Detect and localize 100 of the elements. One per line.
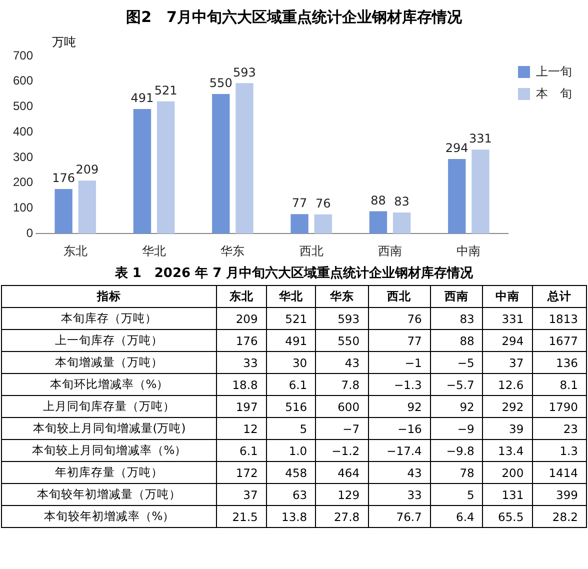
text: 331 bbox=[502, 312, 524, 326]
category-label: 上一旬库存（万吨） bbox=[55, 333, 164, 347]
text: 176 bbox=[236, 334, 258, 348]
category-label: 总计 bbox=[532, 286, 586, 308]
text: 292 bbox=[502, 400, 524, 414]
text: 表 1 2026 年 7 月中旬六大区域重点统计企业钢材库存情况 bbox=[114, 264, 474, 282]
text: 1.3 bbox=[560, 444, 578, 458]
data-label: 83 bbox=[394, 194, 410, 209]
data-label: 491 bbox=[130, 91, 154, 106]
text: 6.1 bbox=[240, 444, 258, 458]
text: 172 bbox=[236, 466, 258, 480]
text: −7 bbox=[342, 422, 360, 436]
text: 1677 bbox=[548, 334, 578, 348]
category-label: 本旬环比增减率（%） bbox=[50, 377, 169, 391]
category-label: 西北 bbox=[368, 286, 430, 308]
legend-label: 本 旬 bbox=[536, 86, 572, 100]
text: 399 bbox=[556, 488, 578, 502]
text: 1813 bbox=[548, 312, 578, 326]
text: −1.2 bbox=[332, 444, 360, 458]
text: 6.4 bbox=[456, 510, 474, 524]
text: −5.7 bbox=[446, 378, 474, 392]
text: 39 bbox=[509, 422, 524, 436]
y-axis-title: 万吨 bbox=[52, 34, 76, 51]
category-label: 本旬库存（万吨） bbox=[61, 311, 158, 325]
category-label: 西南 bbox=[430, 286, 483, 308]
text: 200 bbox=[502, 466, 524, 480]
bar bbox=[78, 180, 96, 234]
x-tick-label: 东北 bbox=[63, 244, 88, 258]
text: 63 bbox=[292, 488, 308, 502]
y-tick-label: 600 bbox=[12, 74, 34, 88]
x-tick-label: 华东 bbox=[220, 244, 245, 258]
text: 13.8 bbox=[282, 510, 308, 524]
bar bbox=[212, 94, 230, 234]
text: 1790 bbox=[548, 400, 578, 414]
text: 27.8 bbox=[334, 510, 360, 524]
bar bbox=[133, 109, 152, 234]
bar bbox=[156, 101, 175, 234]
text: 37 bbox=[243, 488, 258, 502]
bar bbox=[392, 212, 411, 234]
text: −16 bbox=[398, 422, 422, 436]
text: 5 bbox=[467, 488, 474, 502]
data-label: 76 bbox=[316, 196, 331, 210]
data-label: 176 bbox=[52, 171, 76, 186]
x-tick-label: 西南 bbox=[378, 244, 402, 258]
y-tick-label: 0 bbox=[26, 226, 34, 240]
text: 136 bbox=[556, 356, 578, 370]
category-label: 本旬较上月同旬增减量(万吨) bbox=[32, 421, 186, 435]
text: −9.8 bbox=[446, 444, 474, 458]
text: 92 bbox=[460, 400, 474, 414]
text: 458 bbox=[285, 466, 308, 480]
text: 33 bbox=[407, 488, 422, 502]
category-label: 本旬较年初增减量（万吨） bbox=[37, 487, 182, 501]
category-label: 年初库存量（万吨） bbox=[55, 465, 164, 479]
text: 209 bbox=[236, 312, 258, 326]
text: 78 bbox=[460, 466, 474, 480]
text: 30 bbox=[292, 356, 308, 370]
text: 88 bbox=[460, 334, 474, 348]
bar bbox=[54, 188, 72, 234]
bar bbox=[236, 83, 254, 234]
text: 1.0 bbox=[288, 444, 308, 458]
y-tick-label: 700 bbox=[12, 48, 34, 62]
text: 65.5 bbox=[498, 510, 524, 524]
category-label: 华北 bbox=[266, 286, 316, 308]
data-label: 550 bbox=[209, 76, 232, 90]
category-label: 中南 bbox=[482, 286, 532, 308]
text: 7.8 bbox=[341, 378, 360, 392]
x-tick-label: 西北 bbox=[299, 244, 324, 258]
category-label: 华东 bbox=[316, 286, 368, 308]
text: 12.6 bbox=[498, 378, 524, 392]
text: 76 bbox=[407, 312, 422, 326]
text: 77 bbox=[407, 334, 422, 348]
data-label: 331 bbox=[469, 132, 492, 146]
data-label: 593 bbox=[233, 65, 256, 80]
data-label: 294 bbox=[445, 141, 468, 156]
category-label: 本旬增减量（万吨） bbox=[55, 355, 164, 369]
text: −1.3 bbox=[394, 378, 422, 392]
data-label: 521 bbox=[154, 84, 178, 98]
category-label: 东北 bbox=[216, 286, 266, 308]
text: 5 bbox=[300, 422, 308, 436]
data-label: 88 bbox=[370, 193, 386, 208]
x-tick-label: 华北 bbox=[142, 244, 166, 258]
category-label: 本旬较年初增减率（%） bbox=[44, 509, 175, 523]
y-tick-label: 500 bbox=[12, 99, 34, 114]
text: 593 bbox=[338, 312, 360, 326]
text: 8.1 bbox=[560, 378, 578, 392]
bar bbox=[369, 211, 388, 234]
bar bbox=[290, 214, 308, 234]
text: 23 bbox=[563, 422, 578, 436]
text: 491 bbox=[285, 334, 308, 348]
text: 131 bbox=[502, 488, 524, 502]
text: 33 bbox=[243, 356, 258, 370]
text: 464 bbox=[338, 466, 360, 480]
text: 76.7 bbox=[396, 510, 422, 524]
text: 43 bbox=[344, 356, 360, 370]
text: 43 bbox=[407, 466, 422, 480]
text: 83 bbox=[460, 312, 474, 326]
bar bbox=[314, 214, 332, 234]
text: 550 bbox=[338, 334, 360, 348]
category-label: 本旬较上月同旬增减率（%） bbox=[32, 443, 187, 457]
text: 92 bbox=[407, 400, 422, 414]
